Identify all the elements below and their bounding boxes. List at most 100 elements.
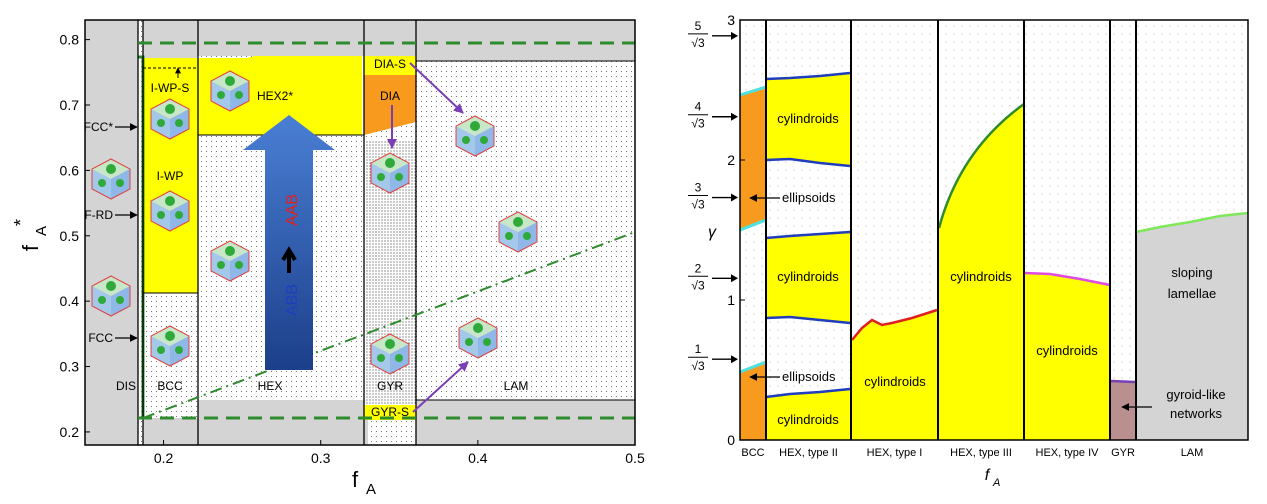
bcc-cyan-low [739, 360, 767, 374]
bcc-hatch-gap [740, 220, 766, 372]
right-chart: cylindroids cylindroids cylindroids cyli… [688, 12, 1249, 489]
left-ytick-label-2: 0.4 [60, 293, 80, 309]
dia-s-region [364, 56, 416, 75]
aab-label: AAB [284, 194, 301, 226]
right-frac-arrowhead-2 [731, 193, 738, 202]
right-frac-num-3: 2 [695, 261, 702, 275]
right-col-label-4: HEX, type IV [1036, 447, 1100, 459]
left-xtick-label-0: 0.2 [154, 450, 174, 466]
fcc-left-label: FCC [88, 331, 113, 345]
hex2-blue-3 [765, 230, 851, 240]
right-frac-den-2: √3 [691, 198, 705, 212]
iwp-label: I-WP [157, 169, 184, 183]
dis-label: DIS [116, 379, 136, 393]
left-ytick-label-0: 0.2 [60, 424, 80, 440]
bcc-yellow [143, 58, 198, 293]
left-ytick-label-1: 0.3 [60, 359, 80, 375]
hex4-magenta [1024, 271, 1111, 287]
cyl-label-2: cylindroids [777, 269, 839, 284]
right-frac-num-0: 5 [695, 19, 702, 33]
gyr-s-region [364, 405, 416, 420]
right-ytick-label-0: 0 [727, 432, 735, 448]
left-xtick-label-3: 0.5 [625, 450, 645, 466]
right-col-label-0: BCC [741, 447, 764, 459]
right-frac-num-1: 4 [695, 100, 702, 114]
right-frac-arrowhead-0 [731, 31, 738, 40]
dia-label: DIA [380, 89, 400, 103]
lam-label: LAM [504, 379, 529, 393]
iwps-label: I-WP-S [151, 81, 190, 95]
left-ytick-label-4: 0.6 [60, 162, 80, 178]
hex1-region [852, 310, 937, 440]
frd-left-label: F-RD [84, 208, 113, 222]
aab-abb-arrow [243, 115, 335, 370]
abb-label: ABB [284, 284, 301, 316]
right-frac-den-3: √3 [691, 278, 705, 292]
right-xlabel-sub: A [992, 477, 1000, 489]
gyr-s-arrow [412, 361, 469, 413]
small-up-arrow [281, 246, 297, 273]
ellipsoids-label-1: ellipsoids [782, 190, 836, 205]
left-axes: 0.2 0.3 0.4 0.5 0.2 0.3 0.4 0.5 0.6 0.7 0.8 [60, 32, 645, 466]
hex1-red [851, 308, 938, 341]
bcc-cyan-top [739, 85, 767, 97]
fccstar-left-label: FCC* [84, 120, 114, 134]
hex4-region [1025, 273, 1110, 440]
networks-label: networks [1170, 406, 1223, 421]
gyroid-like-label: gyroid-like [1166, 387, 1225, 402]
left-ytick-label-5: 0.7 [60, 97, 80, 113]
right-frac-num-2: 3 [695, 181, 702, 195]
right-frac-den-0: √3 [691, 36, 705, 50]
ellipsoids-label-2: ellipsoids [782, 369, 836, 384]
bcc-gray-top [143, 20, 198, 58]
plot-frame [84, 19, 636, 446]
dia-s-label: DIA-S [374, 57, 406, 71]
hex-gray-top [198, 20, 416, 56]
right-col-label-6: LAM [1181, 447, 1204, 459]
right-frac-arrowhead-3 [731, 274, 738, 283]
hex-gray-bottom [198, 400, 368, 445]
left-xtick-label-2: 0.4 [468, 450, 488, 466]
sloping-label: sloping [1171, 265, 1212, 280]
lam-green [1135, 211, 1249, 234]
gyr-region-right [1111, 381, 1135, 440]
hex3-green [937, 102, 1025, 229]
lam-gray [1136, 213, 1248, 440]
dis-region [85, 20, 138, 445]
cyl-label-3: cylindroids [777, 412, 839, 427]
right-col-label-1: HEX, type II [779, 447, 838, 459]
lam-gray-bottom [416, 400, 635, 445]
hex2-label: HEX2* [257, 89, 293, 103]
right-col-label-3: HEX, type III [950, 447, 1012, 459]
hex2-band-mid [766, 232, 850, 323]
hex2-blue-2 [765, 157, 851, 168]
cyl-label-5: cylindroids [950, 269, 1012, 284]
left-xlabel-sub: A [366, 481, 376, 498]
left-ylabel-sup: * [11, 219, 31, 226]
right-ytick-label-3: 3 [727, 12, 735, 28]
lamellae-label: lamellae [1168, 286, 1216, 301]
right-frac-num-4: 1 [695, 342, 702, 356]
bcc-cyan-mid [739, 218, 767, 232]
right-xlabel: f [985, 467, 991, 484]
left-ytick-label-3: 0.5 [60, 228, 80, 244]
cyl-label-4: cylindroids [864, 374, 926, 389]
right-col-label-5: GYR [1111, 447, 1135, 459]
right-ytick-label-2: 2 [727, 152, 735, 168]
right-frac-den-4: √3 [691, 359, 705, 373]
left-xlabel: f [352, 467, 359, 492]
left-chart: AAB ABB DIS BCC HEX GYR LAM I-WP-S I-WP … [11, 19, 645, 498]
left-ylabel-sub: A [33, 226, 50, 236]
right-ylabel: γ [708, 224, 717, 241]
hex2-band-top [766, 73, 850, 166]
hex2-band-low [766, 389, 850, 440]
dia-region [364, 75, 416, 135]
bcc-gray-bottom [143, 418, 198, 445]
lam-gray-top [416, 20, 635, 61]
cyl-label-1: cylindroids [777, 111, 839, 126]
hex2-blue-1 [765, 71, 851, 81]
left-ylabel: f [18, 244, 43, 251]
hex2-blue-4 [765, 315, 851, 325]
cyl-label-6: cylindroids [1036, 343, 1098, 358]
